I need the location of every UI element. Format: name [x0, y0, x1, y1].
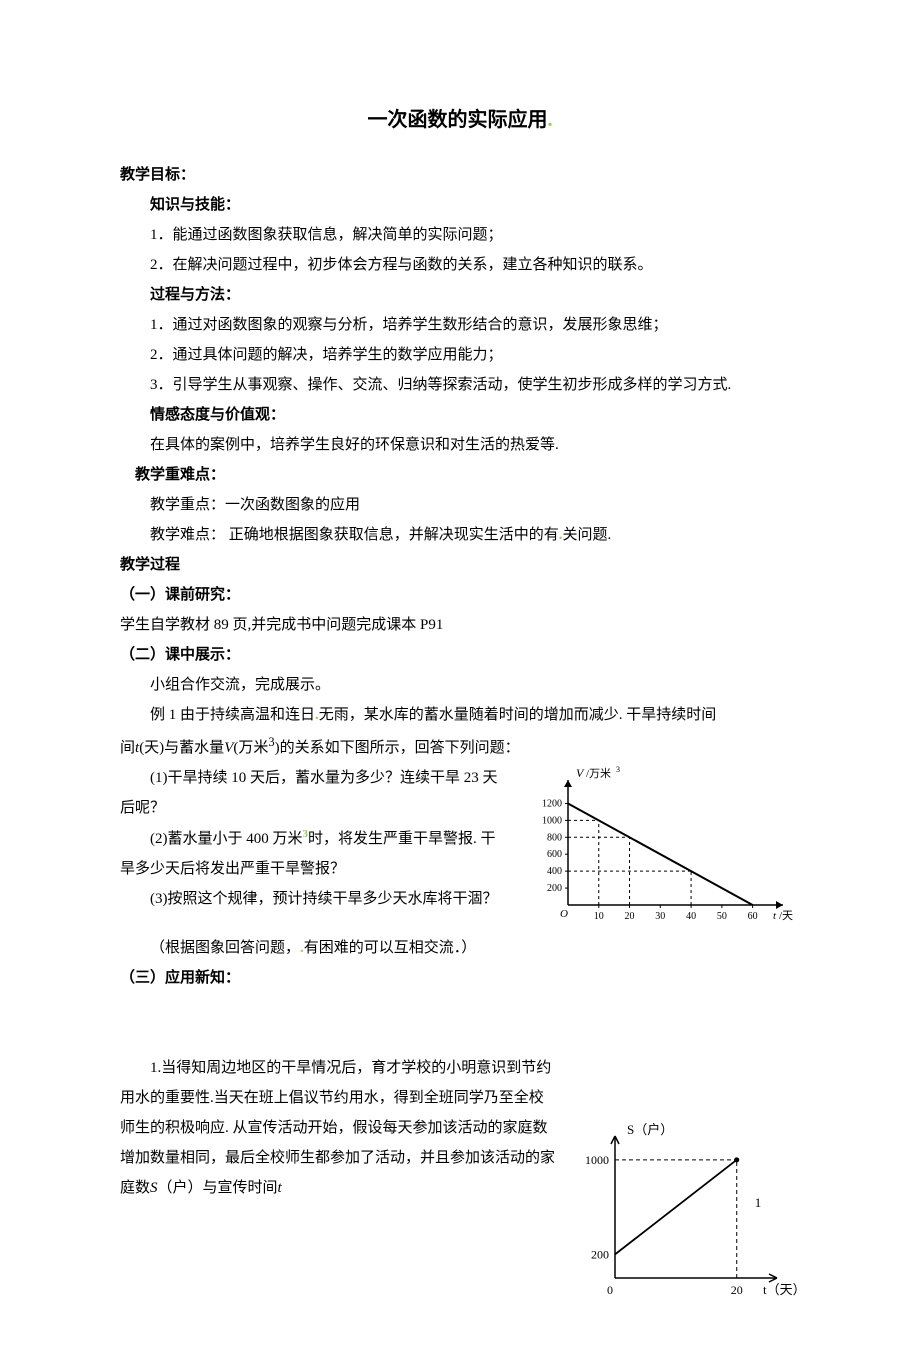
var-t2: t	[278, 1180, 282, 1196]
chart1-container: 200 400 600 800 1000 1200 10 20 30 40 50 60 V/万米 3 t/天…	[520, 763, 800, 933]
kp-diff-post: 关问题.	[563, 527, 612, 543]
s3-empty	[120, 1023, 800, 1053]
example1-q2: (2)蓄水量小于 400 万米3时，将发生严重干旱警报. 干旱多少天后将发出严重…	[120, 823, 508, 884]
s3-p1: 1.当得知周边地区的干旱情况后，育才学校的小明意识到节约用水的重要性.当天在班上…	[120, 1060, 555, 1196]
s3-p1-mid: （户）与宣传时间	[158, 1180, 278, 1196]
chart2-container: 200 1000 20 S（户） t（天） 0 1	[570, 1123, 800, 1303]
ex1-lead-pre: 例 1 由于持续高温和连日	[150, 707, 315, 723]
keypoint-difficult: 教学难点： 正确地根据图象获取信息，并解决现实生活中的有.关问题.	[120, 520, 800, 550]
example1-row: (1)干旱持续 10 天后，蓄水量为多少？连续干旱 23 天后呢？ (2)蓄水量…	[120, 763, 800, 933]
heading-process: 过程与方法：	[120, 280, 800, 310]
svg-text:t: t	[773, 910, 777, 922]
heading-keypoints: 教学重难点：	[120, 460, 800, 490]
heading-emotion: 情感态度与价值观：	[120, 400, 800, 430]
kp-diff-pre: 教学难点： 正确地根据图象获取信息，并解决现实生活中的有	[150, 527, 559, 543]
ex1-note-pre: （根据图象回答问题，	[150, 940, 300, 956]
svg-text:10: 10	[594, 911, 604, 922]
svg-text:t（天）: t（天）	[763, 1282, 800, 1297]
svg-text:1000: 1000	[542, 815, 562, 826]
heading-knowledge: 知识与技能：	[120, 190, 800, 220]
keypoint-key: 教学重点：一次函数图象的应用	[120, 490, 800, 520]
process-item-3: 3．引导学生从事观察、操作、交流、归纳等探索活动，使学生初步形成多样的学习方式.	[120, 370, 800, 400]
heading-s2: （二）课中展示：	[120, 640, 800, 670]
s1-text-span: 学生自学教材 89 页,并完成书中问题完成课本 P91	[120, 617, 443, 633]
heading-goal: 教学目标：	[120, 160, 800, 190]
example1-q3: (3)按照这个规律，预计持续干旱多少天水库将干涸？	[120, 884, 508, 914]
svg-text:1200: 1200	[542, 798, 562, 809]
knowledge-item-2: 2．在解决问题过程中，初步体会方程与函数的关系，建立各种知识的联系。	[120, 250, 800, 280]
s2-intro: 小组合作交流，完成展示。	[120, 670, 800, 700]
s3-text-col: 1.当得知周边地区的干旱情况后，育才学校的小明意识到节约用水的重要性.当天在班上…	[120, 1053, 558, 1203]
ex1-l2-pre: (天)与蓄水量	[139, 740, 224, 756]
example1-lead-line2: 间t(天)与蓄水量V(万米3)的关系如下图所示，回答下列问题：	[120, 730, 800, 763]
svg-text:/天: /天	[779, 910, 793, 922]
knowledge-item-1: 1．能通过函数图象获取信息，解决简单的实际问题；	[120, 220, 800, 250]
heading-s1: （一）课前研究：	[120, 580, 800, 610]
svg-text:50: 50	[717, 911, 727, 922]
var-S: S	[150, 1180, 158, 1196]
svg-text:40: 40	[686, 911, 696, 922]
svg-text:400: 400	[547, 866, 562, 877]
process-item-2: 2．通过具体问题的解决，培养学生的数学应用能力；	[120, 340, 800, 370]
s3-para: 1.当得知周边地区的干旱情况后，育才学校的小明意识到节约用水的重要性.当天在班上…	[120, 1053, 558, 1203]
heading-s3: （三）应用新知：	[120, 963, 800, 993]
ex1-lead-post: 无雨，某水库的蓄水量随着时间的增加而减少. 干旱持续时间	[319, 707, 717, 723]
svg-text:800: 800	[547, 832, 562, 843]
example1-note: （根据图象回答问题，.有困难的可以互相交流．）	[120, 933, 800, 963]
title-text: 一次函数的实际应用	[368, 109, 548, 131]
svg-text:200: 200	[591, 1247, 609, 1261]
svg-text:1000: 1000	[585, 1153, 609, 1167]
svg-text:S（户）: S（户）	[627, 1123, 673, 1137]
ex1-note-post: 有困难的可以互相交流．）	[304, 940, 477, 956]
svg-text:3: 3	[616, 765, 620, 774]
emotion-text: 在具体的案例中，培养学生良好的环保意识和对生活的热爱等.	[120, 430, 800, 460]
s1-text: 学生自学教材 89 页,并完成书中问题完成课本 P91	[120, 610, 800, 640]
svg-text:200: 200	[547, 883, 562, 894]
svg-text:O: O	[560, 908, 568, 920]
process-item-1: 1．通过对函数图象的观察与分析，培养学生数形结合的意识，发展形象思维；	[120, 310, 800, 340]
svg-text:/万米: /万米	[586, 767, 611, 780]
chart1-svg: 200 400 600 800 1000 1200 10 20 30 40 50 60 V/万米 3 t/天…	[520, 763, 800, 933]
svg-text:1: 1	[755, 1195, 762, 1210]
process-item-3-text: 3．引导学生从事观察、操作、交流、归纳等探索活动，使学生初步形成多样的学习方式.	[120, 370, 731, 400]
svg-text:30: 30	[655, 911, 665, 922]
example1-lead: 例 1 由于持续高温和连日.无雨，某水库的蓄水量随着时间的增加而减少. 干旱持续…	[120, 700, 800, 730]
page-title: 一次函数的实际应用.	[120, 100, 800, 140]
svg-text:20: 20	[625, 911, 635, 922]
svg-text:20: 20	[731, 1283, 743, 1297]
svg-text:0: 0	[607, 1283, 613, 1297]
ex1-l2-mid: (万米	[233, 740, 268, 756]
ex1-q2-pre: (2)蓄水量小于 400 万米	[150, 831, 303, 847]
s3-row: 1.当得知周边地区的干旱情况后，育才学校的小明意识到节约用水的重要性.当天在班上…	[120, 1053, 800, 1303]
var-V: V	[224, 740, 233, 756]
chart2-svg: 200 1000 20 S（户） t（天） 0 1	[570, 1123, 800, 1303]
example1-q1: (1)干旱持续 10 天后，蓄水量为多少？连续干旱 23 天后呢？	[120, 763, 508, 823]
ex1-l2-post: )的关系如下图所示，回答下列问题：	[275, 740, 520, 756]
example1-text-col: (1)干旱持续 10 天后，蓄水量为多少？连续干旱 23 天后呢？ (2)蓄水量…	[120, 763, 508, 914]
svg-text:600: 600	[547, 849, 562, 860]
svg-text:V: V	[576, 766, 585, 780]
heading-procedure: 教学过程	[120, 550, 800, 580]
green-dot: .	[548, 109, 553, 131]
svg-text:60: 60	[748, 911, 758, 922]
